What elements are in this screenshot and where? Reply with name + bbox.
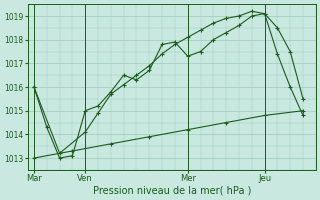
X-axis label: Pression niveau de la mer( hPa ): Pression niveau de la mer( hPa ): [92, 186, 251, 196]
